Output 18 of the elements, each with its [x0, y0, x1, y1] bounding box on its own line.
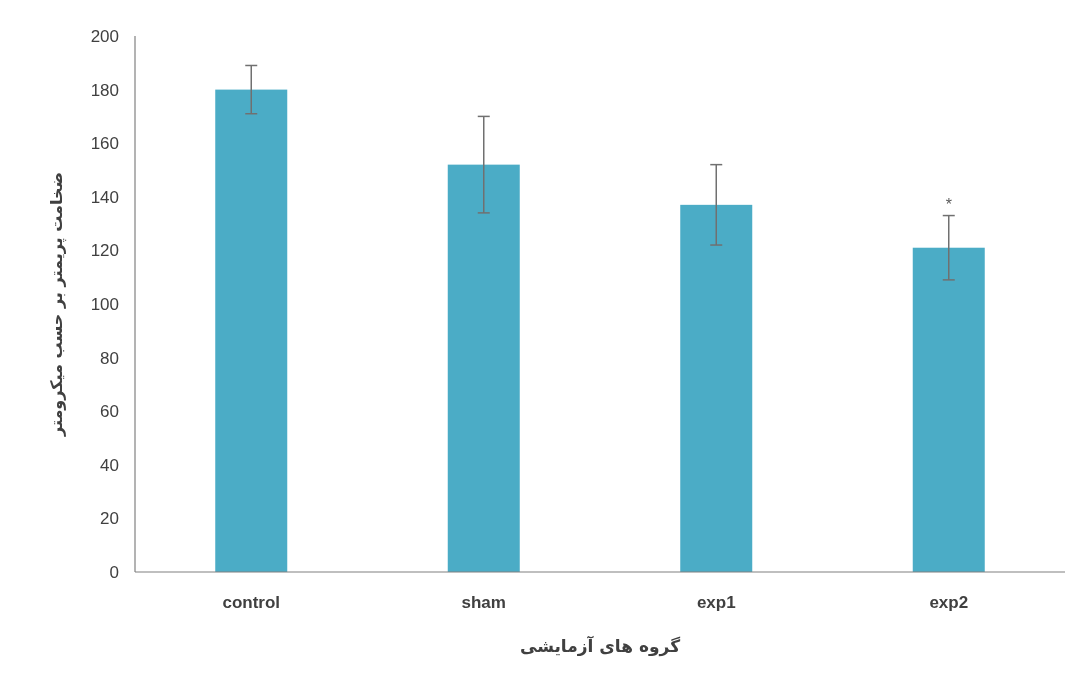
y-tick-label: 140	[90, 187, 119, 207]
y-tick-label: 180	[90, 80, 119, 100]
x-tick-label: sham	[461, 593, 506, 612]
y-tick-label: 0	[109, 563, 119, 582]
x-tick-label: exp1	[696, 593, 736, 612]
y-tick-label: 60	[100, 402, 119, 422]
y-tick-label: 40	[100, 455, 119, 475]
y-tick-label: 120	[90, 241, 119, 261]
x-axis-title: گروه های آزمایشی	[519, 635, 681, 657]
annotation: *	[945, 195, 952, 213]
y-axis-title: ضخامت پریمتر بر حسب میکرومتر	[47, 171, 67, 438]
y-tick-label: 160	[90, 134, 119, 154]
y-tick-label: 20	[100, 509, 119, 529]
x-tick-label: control	[222, 593, 281, 612]
x-tick-label: exp2	[929, 593, 969, 612]
y-tick-label: 100	[90, 295, 119, 314]
y-tick-label: 200	[90, 27, 119, 46]
y-tick-label: 80	[100, 348, 119, 368]
